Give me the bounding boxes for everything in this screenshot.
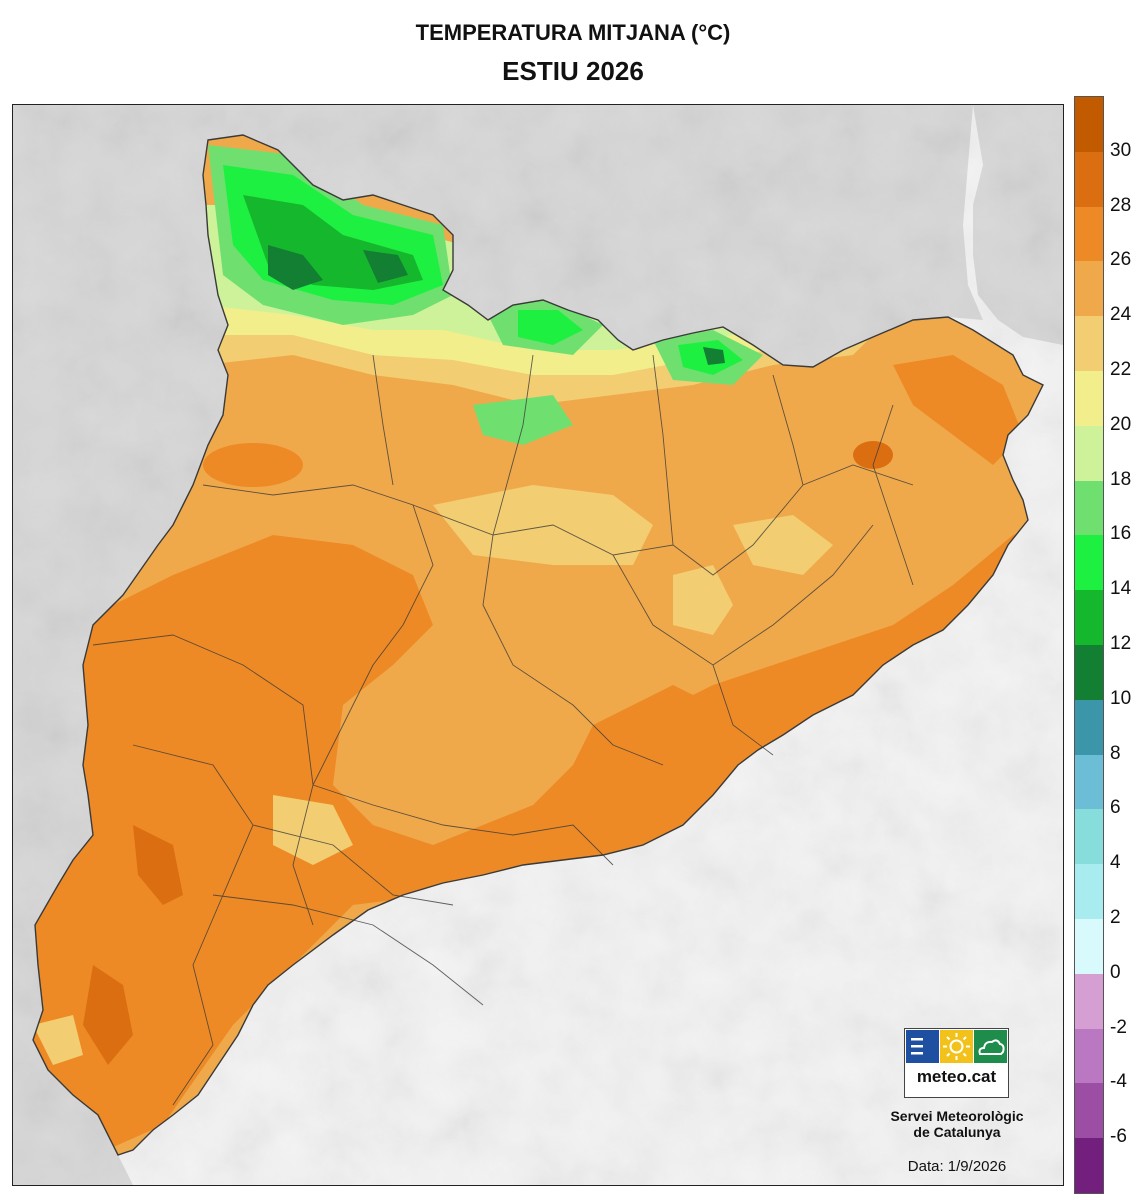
legend-tick-label: 28	[1110, 194, 1132, 216]
legend-swatch	[1075, 754, 1103, 810]
legend-swatch	[1075, 151, 1103, 208]
legend-tick-label: -2	[1110, 1016, 1127, 1038]
legend-swatch	[1075, 699, 1103, 756]
sun-icon	[940, 1030, 973, 1063]
legend-tick-label: 20	[1110, 413, 1132, 435]
legend-swatch	[1075, 1138, 1103, 1194]
logo-blue-square	[906, 1030, 939, 1063]
map-date: Data: 1/9/2026	[907, 1158, 1007, 1175]
legend-tick-label: 26	[1110, 249, 1132, 271]
map-title: TEMPERATURA MITJANA (°C)	[415, 20, 731, 45]
legend-swatch	[1075, 480, 1103, 536]
legend-swatch	[1075, 645, 1103, 701]
legend-tick-label: 6	[1110, 797, 1121, 819]
logo-lines-icon	[906, 1030, 939, 1063]
legend-swatch	[1075, 97, 1103, 153]
legend-tick-label: 22	[1110, 359, 1132, 380]
org-line-2: de Catalunya	[913, 1124, 1001, 1140]
legend-tick-label: 24	[1110, 304, 1132, 326]
logo-sun-square	[940, 1030, 973, 1063]
legend-tick-label: -4	[1110, 1071, 1127, 1093]
legend-swatch	[1075, 316, 1103, 372]
legend-swatch	[1075, 590, 1103, 646]
legend-swatch	[1075, 973, 1103, 1030]
comarca-borders	[92, 354, 914, 1106]
legend-tick-label: 8	[1110, 742, 1121, 764]
legend-tick-label: 18	[1110, 468, 1132, 490]
legend-tick-label: -6	[1110, 1126, 1127, 1148]
legend-tick-label: 4	[1110, 852, 1121, 874]
legend-swatch	[1075, 535, 1103, 591]
org-line-1: Servei Meteorològic	[890, 1108, 1024, 1124]
map-svg	[13, 105, 1063, 1185]
legend-swatch	[1075, 206, 1103, 262]
legend-tick-label: 14	[1110, 578, 1132, 600]
legend-tick-label: 2	[1110, 907, 1121, 928]
legend-swatch	[1075, 1028, 1103, 1084]
temperature-map	[12, 104, 1064, 1186]
logo-cloud-square	[974, 1030, 1007, 1063]
legend-swatch	[1075, 919, 1103, 975]
legend-tick-label: 30	[1110, 139, 1132, 161]
legend-swatch	[1075, 864, 1103, 920]
legend-tick-label: 0	[1110, 961, 1121, 983]
legend-swatch	[1075, 261, 1103, 317]
legend-tick-label: 12	[1110, 633, 1132, 654]
legend-swatch	[1075, 371, 1103, 427]
legend-tick-label: 16	[1110, 523, 1132, 545]
legend-swatch	[1075, 809, 1103, 865]
map-subtitle: ESTIU 2026	[502, 56, 644, 86]
logo-text: meteo.cat	[916, 1067, 997, 1086]
temperature-legend	[1074, 96, 1104, 1194]
legend-tick-label: 10	[1110, 687, 1132, 709]
organization-name: Servei Meteorològic de Catalunya	[862, 1108, 1052, 1140]
meteo-cat-logo: meteo.cat	[904, 1028, 1009, 1098]
cloud-icon	[974, 1030, 1007, 1063]
legend-swatch	[1075, 1083, 1103, 1139]
legend-swatch	[1075, 425, 1103, 482]
